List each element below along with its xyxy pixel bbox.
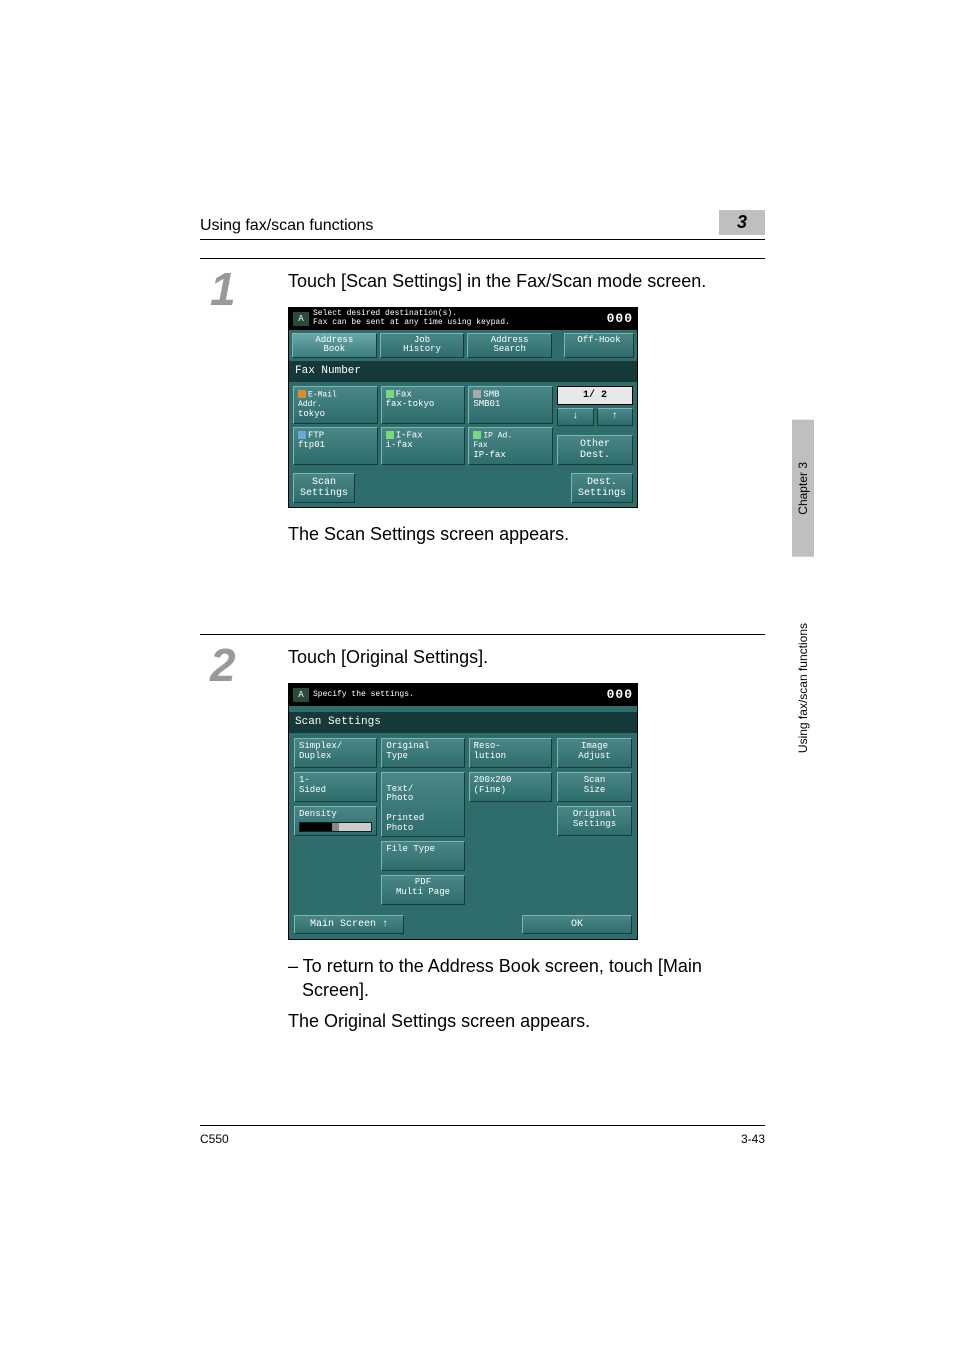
status-icon: A bbox=[293, 688, 309, 702]
simplex-duplex-button[interactable]: Simplex/ Duplex bbox=[294, 738, 377, 768]
footer-left: C550 bbox=[200, 1132, 229, 1146]
dest-ftp[interactable]: FTPftp01 bbox=[293, 427, 378, 465]
dev2-msg: Specify the settings. bbox=[313, 691, 607, 700]
tab-address-search[interactable]: Address Search bbox=[467, 333, 552, 358]
status-icon: A bbox=[293, 312, 309, 326]
page-indicator: 1/ 2 bbox=[557, 386, 633, 406]
scan-settings-button[interactable]: Scan Settings bbox=[293, 473, 355, 503]
density-button[interactable]: Density bbox=[294, 806, 377, 836]
dest-settings-button[interactable]: Dest. Settings bbox=[571, 473, 633, 503]
ok-button[interactable]: OK bbox=[522, 915, 632, 934]
step2-after: The Original Settings screen appears. bbox=[288, 1009, 765, 1033]
step1-after: The Scan Settings screen appears. bbox=[288, 522, 765, 546]
dest-ipfax[interactable]: IP Ad. FaxIP-fax bbox=[468, 427, 553, 465]
dest-ifax[interactable]: I-Faxi-fax bbox=[381, 427, 466, 465]
tab-address-book[interactable]: Address Book bbox=[292, 333, 377, 358]
side-tab: Chapter 3 Using fax/scan functions bbox=[792, 420, 814, 813]
resolution-button[interactable]: Reso- lution bbox=[469, 738, 552, 768]
footer-right: 3-43 bbox=[741, 1132, 765, 1146]
original-settings-button[interactable]: Original Settings bbox=[557, 806, 632, 836]
device-screenshot-1: A Select desired destination(s). Fax can… bbox=[288, 307, 638, 507]
step-divider bbox=[200, 634, 765, 635]
one-sided-button[interactable]: 1- Sided bbox=[294, 772, 377, 802]
step-number-2: 2 bbox=[210, 638, 236, 692]
resolution-value-button[interactable]: 200x200 (Fine) bbox=[469, 772, 552, 802]
density-bar bbox=[299, 822, 372, 832]
dev1-counter: 000 bbox=[607, 310, 633, 328]
pdf-multipage-button[interactable]: PDF Multi Page bbox=[381, 875, 464, 905]
step2-bullet: – To return to the Address Book screen, … bbox=[288, 954, 765, 1003]
off-hook-button[interactable]: Off-Hook bbox=[564, 333, 634, 358]
other-dest-button[interactable]: Other Dest. bbox=[557, 435, 633, 465]
original-type-button[interactable]: Original Type bbox=[381, 738, 464, 768]
dest-smb[interactable]: SMBSMB01 bbox=[468, 386, 553, 424]
device-screenshot-2: A Specify the settings. 000 Scan Setting… bbox=[288, 683, 638, 940]
page-header: Using fax/scan functions 3 bbox=[200, 210, 765, 240]
text-photo-button[interactable]: Text/ Photo Printed Photo bbox=[381, 772, 464, 837]
dev2-counter: 000 bbox=[607, 686, 633, 704]
fax-number-strip: Fax Number bbox=[289, 361, 637, 382]
scan-settings-title: Scan Settings bbox=[289, 712, 637, 733]
tab-job-history[interactable]: Job History bbox=[380, 333, 465, 358]
page-footer: C550 3-43 bbox=[200, 1125, 765, 1146]
scan-size-button[interactable]: Scan Size bbox=[557, 772, 632, 802]
header-chapter-number: 3 bbox=[719, 210, 765, 235]
image-adjust-button[interactable]: Image Adjust bbox=[557, 738, 632, 768]
dest-fax[interactable]: Faxfax-tokyo bbox=[381, 386, 466, 424]
step-divider bbox=[200, 258, 765, 259]
step-number-1: 1 bbox=[210, 262, 236, 316]
page-down-button[interactable]: ↓ bbox=[557, 408, 594, 426]
header-left: Using fax/scan functions bbox=[200, 217, 373, 235]
page-up-button[interactable]: ↑ bbox=[597, 408, 634, 426]
side-tab-title: Using fax/scan functions bbox=[794, 563, 812, 813]
file-type-button[interactable]: File Type bbox=[381, 841, 464, 871]
step2-text: Touch [Original Settings]. bbox=[288, 645, 765, 669]
dev1-msg2: Fax can be sent at any time using keypad… bbox=[313, 319, 607, 328]
dest-email[interactable]: E-Mail Addr.tokyo bbox=[293, 386, 378, 424]
step1-text: Touch [Scan Settings] in the Fax/Scan mo… bbox=[288, 269, 765, 293]
side-tab-chapter: Chapter 3 bbox=[792, 420, 814, 557]
main-screen-button[interactable]: Main Screen ↑ bbox=[294, 915, 404, 934]
